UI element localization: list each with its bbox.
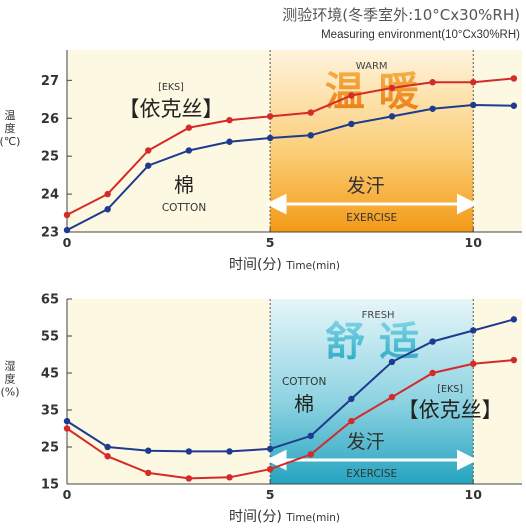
series-line-eks: [66, 359, 514, 480]
data-point-eks-7: [348, 92, 355, 99]
data-point-eks-6: [307, 109, 314, 116]
data-point-eks-2: [145, 469, 152, 477]
data-point-eks-4: [226, 474, 233, 481]
data-point-cotton-9: [429, 105, 436, 112]
series-label-cotton-cn: 棉: [174, 173, 194, 197]
data-point-cotton-5: [266, 445, 274, 453]
y-tick-label-2: 25: [41, 150, 59, 165]
x-tick-label-2: 10: [465, 235, 483, 250]
data-point-cotton-2: [145, 162, 152, 169]
y-tick-label-0: 15: [41, 478, 59, 493]
x-tick-label-1: 5: [266, 487, 275, 502]
data-point-eks-4: [226, 116, 233, 124]
data-point-cotton-7: [348, 120, 355, 128]
data-point-cotton-1: [104, 206, 111, 213]
series-label-eks-cn: 【依克丝】: [398, 398, 503, 422]
chart-header-title: 测验环境(冬季室外:10°Cx30%RH): [282, 6, 520, 24]
y-tick-label-1: 24: [41, 188, 59, 203]
series-label-cotton-en: COTTON: [282, 376, 326, 388]
y-tick-label-0: 23: [41, 226, 59, 241]
series-line-cotton: [66, 318, 515, 453]
data-point-cotton-6: [307, 432, 314, 440]
y-tick-label-4: 55: [41, 330, 59, 345]
exercise-label-cn: 发汗: [347, 175, 385, 197]
data-point-eks-9: [429, 79, 436, 86]
data-point-eks-5: [266, 466, 274, 473]
data-point-cotton-3: [185, 448, 193, 455]
data-point-cotton-7: [348, 395, 355, 403]
data-point-eks-8: [388, 393, 396, 401]
data-point-cotton-10: [470, 327, 477, 334]
data-point-cotton-0: [63, 417, 71, 425]
data-point-eks-3: [185, 124, 193, 131]
series-label-eks-en: [EKS]: [158, 82, 184, 93]
phase-label-en: WARM: [356, 61, 388, 72]
x-axis-title: 时间(分) Time(min): [229, 257, 340, 273]
series-label-cotton-en: COTTON: [162, 202, 206, 214]
data-point-cotton-8: [388, 358, 396, 366]
data-point-cotton-0: [63, 226, 71, 234]
data-point-cotton-4: [226, 448, 233, 455]
x-tick-label-1: 5: [266, 235, 275, 250]
data-point-eks-7: [348, 417, 355, 425]
exercise-label-en: EXERCISE: [346, 468, 397, 480]
data-point-cotton-2: [145, 447, 152, 454]
series-label-cotton-cn: 棉: [294, 392, 314, 416]
exercise-label-en: EXERCISE: [346, 212, 397, 224]
x-tick-label-0: 0: [63, 235, 72, 250]
data-point-eks-2: [145, 147, 152, 154]
data-point-eks-10: [470, 360, 477, 367]
y-tick-label-3: 45: [41, 367, 59, 382]
phase-label-en: FRESH: [362, 310, 395, 321]
data-point-cotton-3: [185, 147, 193, 154]
y-tick-label-2: 35: [41, 404, 59, 419]
series-label-eks-cn: 【依克丝】: [119, 97, 224, 121]
data-point-eks-11: [510, 75, 518, 82]
series-label-eks-en: [EKS]: [437, 384, 463, 395]
data-point-eks-6: [307, 451, 314, 458]
data-point-cotton-8: [388, 113, 396, 120]
exercise-label-cn: 发汗: [347, 431, 385, 453]
data-point-eks-1: [104, 453, 111, 460]
data-point-eks-3: [185, 475, 193, 482]
data-point-eks-5: [266, 113, 274, 120]
data-point-eks-0: [63, 425, 71, 432]
x-tick-label-2: 10: [465, 487, 483, 502]
phase-label-cn: 舒 适: [325, 319, 419, 365]
y-tick-label-4: 27: [41, 74, 59, 89]
data-point-cotton-6: [307, 132, 314, 139]
humidity-chart: 15 25 35 45 55 65 0 5 10 湿度(%) 时间(分) Time(min) FRES…: [0, 293, 522, 525]
series-line-eks: [66, 77, 514, 216]
data-point-cotton-1: [104, 443, 111, 451]
data-point-eks-1: [104, 190, 111, 198]
data-point-cotton-11: [510, 102, 518, 109]
y-tick-label-1: 25: [41, 441, 59, 456]
data-point-cotton-4: [226, 138, 233, 145]
y-tick-label-5: 65: [41, 293, 59, 308]
data-point-eks-9: [429, 369, 436, 377]
y-axis-title: 温度(℃): [0, 109, 20, 148]
data-point-cotton-10: [470, 101, 477, 109]
x-axis-title: 时间(分) Time(min): [229, 509, 340, 525]
data-point-cotton-11: [510, 316, 518, 323]
data-point-eks-11: [510, 356, 518, 364]
data-point-eks-10: [470, 79, 477, 86]
data-point-eks-0: [63, 211, 71, 219]
data-point-eks-8: [388, 84, 396, 92]
chart-header-subtitle: Measuring environment(10°Cx30%RH): [321, 29, 520, 41]
x-tick-label-0: 0: [63, 487, 72, 502]
data-point-cotton-5: [266, 134, 274, 142]
series-line-cotton: [66, 103, 514, 231]
y-axis-title: 湿度(%): [0, 360, 19, 399]
y-tick-label-3: 26: [41, 112, 59, 127]
data-point-cotton-9: [429, 338, 436, 345]
